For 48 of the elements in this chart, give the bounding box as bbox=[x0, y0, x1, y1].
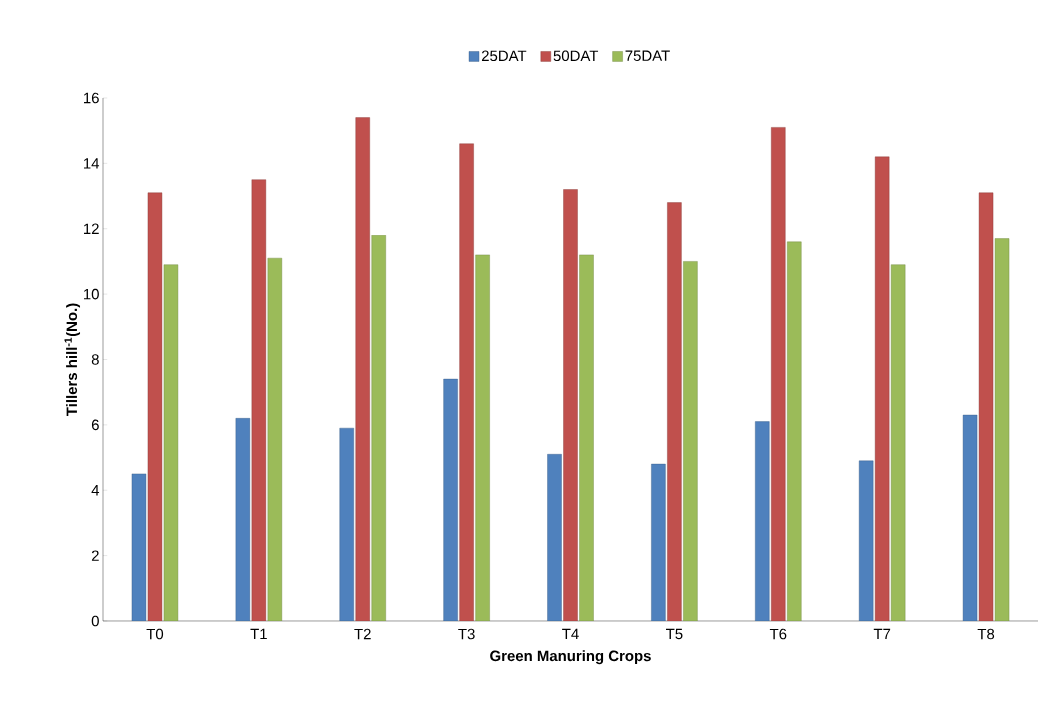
bar bbox=[978, 192, 994, 621]
bar bbox=[371, 235, 386, 621]
legend-label: 25DAT bbox=[481, 50, 527, 62]
bar bbox=[874, 156, 890, 621]
y-tick-label: 2 bbox=[91, 550, 99, 561]
x-tick-label: T4 bbox=[562, 628, 579, 640]
bar bbox=[267, 257, 283, 621]
bar bbox=[755, 421, 770, 621]
bar bbox=[475, 254, 490, 621]
bar bbox=[771, 127, 786, 621]
bar bbox=[858, 460, 874, 621]
y-tick-label: 0 bbox=[91, 615, 99, 627]
bar bbox=[355, 117, 370, 621]
x-tick-label: T8 bbox=[977, 628, 995, 640]
bar bbox=[787, 241, 802, 621]
legend-label: 50DAT bbox=[553, 50, 599, 62]
x-tick-label: T2 bbox=[354, 628, 371, 640]
y-axis-title: Tillers hill$^{-1}$(No.) bbox=[64, 303, 81, 416]
y-tick-label: 8 bbox=[91, 354, 99, 365]
x-tick-label: T3 bbox=[458, 628, 475, 640]
bar bbox=[339, 427, 354, 621]
legend-label: 75DAT bbox=[625, 50, 670, 61]
bar bbox=[163, 264, 179, 621]
bar bbox=[563, 189, 578, 621]
bar bbox=[443, 378, 458, 621]
bar bbox=[147, 192, 163, 621]
x-tick-label: T5 bbox=[666, 628, 683, 640]
bar bbox=[251, 179, 267, 621]
y-tick-label: 6 bbox=[91, 419, 99, 431]
bar bbox=[235, 418, 251, 621]
bar bbox=[890, 264, 906, 621]
y-tick-label: 16 bbox=[84, 92, 99, 104]
y-tick-label: 12 bbox=[84, 223, 99, 234]
x-tick-label: T1 bbox=[250, 628, 267, 640]
y-tick-label: 10 bbox=[84, 288, 99, 300]
y-tick-label: 14 bbox=[84, 158, 100, 169]
bar bbox=[547, 454, 562, 621]
x-axis-title: Green Manuring Crops bbox=[490, 650, 651, 665]
bar bbox=[994, 238, 1010, 621]
x-tick-label: T7 bbox=[873, 628, 891, 640]
bar bbox=[667, 202, 682, 621]
x-tick-label: T6 bbox=[769, 628, 787, 640]
bar bbox=[651, 463, 666, 621]
bar bbox=[683, 261, 698, 621]
x-tick-label: T0 bbox=[146, 628, 164, 640]
bar bbox=[459, 143, 474, 621]
y-tick-label: 4 bbox=[91, 485, 100, 496]
bar bbox=[579, 254, 594, 621]
